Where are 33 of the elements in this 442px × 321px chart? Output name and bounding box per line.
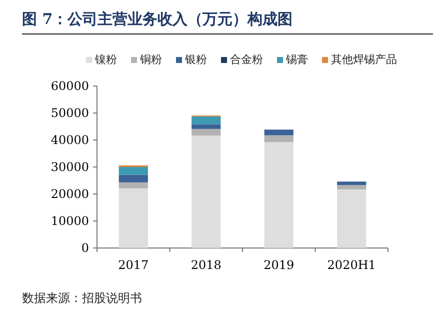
- source-note: 数据来源：招股说明书: [22, 291, 142, 305]
- legend-label: 镍粉: [94, 53, 117, 66]
- chart-title: 图 7：公司主营业务收入（万元）构成图: [22, 10, 293, 28]
- bar: [192, 136, 221, 248]
- bar: [118, 167, 148, 175]
- bar: [337, 185, 366, 190]
- bar: [118, 174, 148, 182]
- legend-label: 锡膏: [285, 53, 308, 66]
- x-tick-label: 2017: [118, 258, 149, 272]
- y-tick-label: 40000: [50, 133, 89, 147]
- y-tick-label: 20000: [50, 187, 89, 201]
- x-tick-label: 2018: [190, 258, 222, 272]
- bar: [192, 128, 221, 136]
- legend-label: 银粉: [184, 53, 207, 66]
- bar: [192, 124, 221, 129]
- y-tick-label: 0: [81, 241, 89, 255]
- x-tick-label: 2020H1: [327, 258, 376, 272]
- bar: [264, 135, 294, 142]
- bar: [264, 130, 294, 136]
- bar: [264, 142, 294, 248]
- bar: [118, 182, 148, 188]
- bar: [192, 116, 221, 124]
- bar: [337, 189, 366, 248]
- legend-label: 铜粉: [139, 53, 162, 66]
- legend-label: 其他焊锡产品: [331, 53, 397, 66]
- y-tick-label: 50000: [50, 106, 89, 120]
- y-tick-label: 30000: [50, 160, 89, 174]
- y-tick-label: 60000: [50, 79, 89, 93]
- bar: [118, 188, 148, 248]
- legend-label: 合金粉: [230, 53, 263, 66]
- y-tick-label: 10000: [50, 214, 89, 228]
- bar: [337, 182, 366, 186]
- x-tick-label: 2019: [264, 258, 294, 272]
